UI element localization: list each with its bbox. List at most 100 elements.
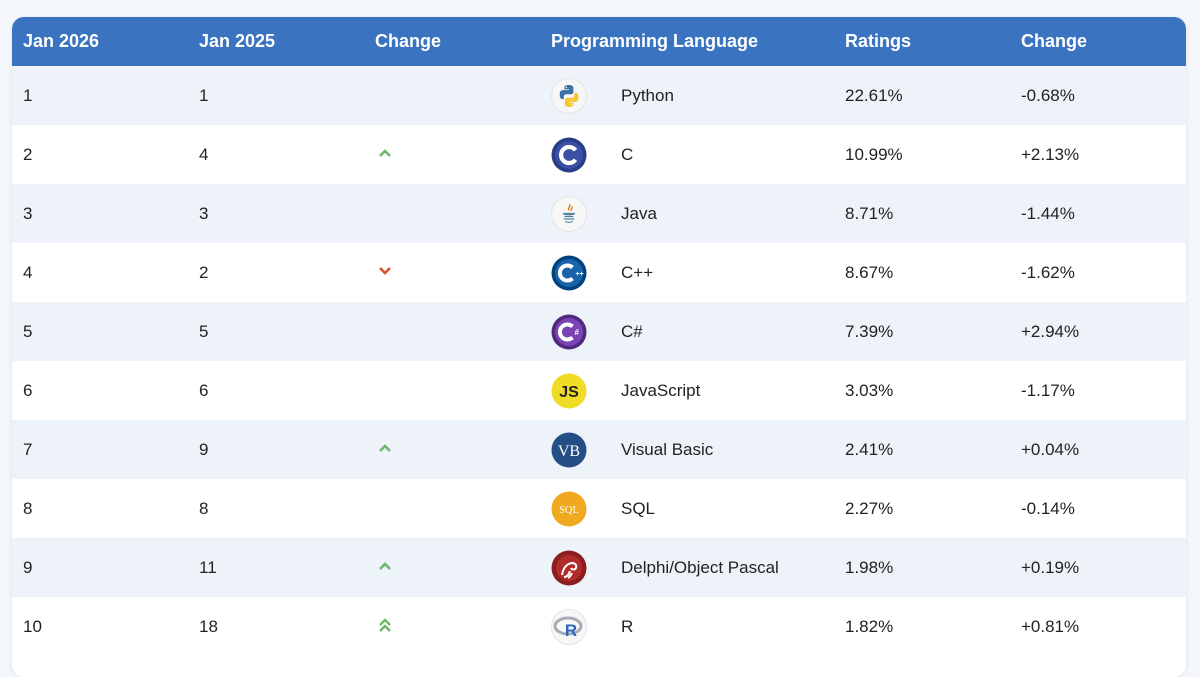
- rating-cell: 10.99%: [845, 144, 903, 164]
- table-row[interactable]: 5 5 # C# 7.39% +2.94%: [12, 302, 1186, 361]
- rank-now-cell: 4: [23, 262, 33, 282]
- language-name[interactable]: JavaScript: [621, 380, 701, 400]
- rank-now-cell: 7: [23, 439, 33, 459]
- svg-text:JS: JS: [559, 384, 579, 401]
- double-chevron-up-icon: [376, 617, 394, 632]
- table-row[interactable]: 8 8 SQL SQL 2.27% -0.14%: [12, 479, 1186, 538]
- language-name[interactable]: Visual Basic: [621, 439, 714, 459]
- trend-cell: [364, 302, 540, 361]
- column-header-ratings[interactable]: Ratings: [845, 31, 912, 51]
- rating-cell: 8.71%: [845, 203, 894, 223]
- c-logo-icon: [551, 137, 587, 173]
- table-row[interactable]: 9 11 Delphi/Object Pascal 1.98% +0.19%: [12, 538, 1186, 597]
- rank-now-cell: 9: [23, 557, 33, 577]
- trend-cell: [364, 538, 540, 597]
- rank-prev-cell: 9: [199, 439, 209, 459]
- rating-cell: 22.61%: [845, 85, 903, 105]
- table-header-row: Jan 2026 Jan 2025 Change Programming Lan…: [12, 17, 1186, 66]
- rank-now-cell: 6: [23, 380, 33, 400]
- language-cell: Python: [540, 66, 834, 125]
- language-name[interactable]: C: [621, 144, 634, 164]
- rank-prev-cell: 5: [199, 321, 209, 341]
- rank-now-cell: 1: [23, 85, 33, 105]
- table-row[interactable]: 3 3 Java 8.71% -1.44%: [12, 184, 1186, 243]
- cpp-logo-icon: ++: [551, 255, 587, 291]
- rank-prev-cell: 11: [199, 557, 217, 577]
- change-cell: -1.44%: [1021, 203, 1075, 223]
- ranking-table-card: Jan 2026 Jan 2025 Change Programming Lan…: [12, 17, 1186, 677]
- svg-text:R: R: [565, 621, 577, 640]
- java-logo-icon: [551, 195, 587, 232]
- language-name[interactable]: Delphi/Object Pascal: [621, 557, 779, 577]
- language-cell: JS JavaScript: [540, 361, 834, 420]
- column-header-rank-now[interactable]: Jan 2026: [23, 31, 100, 51]
- language-cell: SQL SQL: [540, 479, 834, 538]
- rank-now-cell: 3: [23, 203, 33, 223]
- table-row[interactable]: 7 9 VB Visual Basic 2.41% +0.04%: [12, 420, 1186, 479]
- table-row[interactable]: 1 1 Python 22.61% -0.68%: [12, 66, 1186, 125]
- rating-cell: 8.67%: [845, 262, 894, 282]
- table-row[interactable]: 2 4 C 10.99% +2.13%: [12, 125, 1186, 184]
- rank-now-cell: 2: [23, 144, 33, 164]
- chevron-up-icon: [376, 559, 394, 573]
- language-name[interactable]: Java: [621, 203, 657, 223]
- delphi-logo-icon: [551, 550, 587, 586]
- chevron-up-icon: [376, 146, 394, 160]
- csharp-logo-icon: #: [551, 314, 587, 350]
- language-name[interactable]: R: [621, 616, 634, 636]
- rank-prev-cell: 4: [199, 144, 209, 164]
- language-cell: ++ C++: [540, 243, 834, 302]
- column-header-rank-prev[interactable]: Jan 2025: [199, 31, 276, 51]
- rank-prev-cell: 1: [199, 85, 209, 105]
- svg-text:++: ++: [576, 271, 584, 278]
- column-header-trend[interactable]: Change: [375, 31, 442, 51]
- rank-now-cell: 8: [23, 498, 33, 518]
- language-name[interactable]: C#: [621, 321, 643, 341]
- svg-text:VB: VB: [558, 443, 580, 460]
- column-header-change[interactable]: Change: [1021, 31, 1088, 51]
- rank-now-cell: 5: [23, 321, 33, 341]
- trend-cell: [364, 479, 540, 538]
- language-name[interactable]: SQL: [621, 498, 656, 518]
- visual-basic-logo-icon: VB: [551, 432, 587, 468]
- trend-cell: [364, 361, 540, 420]
- trend-cell: [364, 597, 540, 656]
- javascript-logo-icon: JS: [551, 373, 587, 409]
- language-cell: Delphi/Object Pascal: [540, 538, 834, 597]
- column-header-language[interactable]: Programming Language: [551, 31, 759, 51]
- rank-prev-cell: 8: [199, 498, 209, 518]
- trend-cell: [364, 66, 540, 125]
- language-name[interactable]: Python: [621, 85, 674, 105]
- r-logo-icon: R: [551, 608, 587, 645]
- rank-now-cell: 10: [23, 616, 42, 636]
- change-cell: -1.62%: [1021, 262, 1075, 282]
- language-cell: VB Visual Basic: [540, 420, 834, 479]
- svg-text:#: #: [575, 328, 580, 337]
- chevron-up-icon: [376, 441, 394, 455]
- language-name[interactable]: C++: [621, 262, 654, 282]
- sql-logo-icon: SQL: [551, 491, 587, 527]
- trend-cell: [364, 125, 540, 184]
- change-cell: +0.04%: [1021, 439, 1080, 459]
- change-cell: +0.81%: [1021, 616, 1080, 636]
- change-cell: -0.14%: [1021, 498, 1075, 518]
- rating-cell: 3.03%: [845, 380, 894, 400]
- change-cell: -1.17%: [1021, 380, 1075, 400]
- rating-cell: 1.98%: [845, 557, 894, 577]
- change-cell: -0.68%: [1021, 85, 1075, 105]
- ranking-table: Jan 2026 Jan 2025 Change Programming Lan…: [12, 17, 1186, 656]
- trend-cell: [364, 243, 540, 302]
- rank-prev-cell: 2: [199, 262, 209, 282]
- rating-cell: 2.41%: [845, 439, 894, 459]
- change-cell: +2.94%: [1021, 321, 1080, 341]
- rating-cell: 1.82%: [845, 616, 894, 636]
- change-cell: +0.19%: [1021, 557, 1080, 577]
- language-cell: C: [540, 125, 834, 184]
- rank-prev-cell: 3: [199, 203, 209, 223]
- table-row[interactable]: 4 2 ++ C++ 8.67% -1.62%: [12, 243, 1186, 302]
- chevron-down-icon: [376, 264, 394, 278]
- python-logo-icon: [551, 77, 587, 114]
- table-row[interactable]: 6 6 JS JavaScript 3.03% -1.17%: [12, 361, 1186, 420]
